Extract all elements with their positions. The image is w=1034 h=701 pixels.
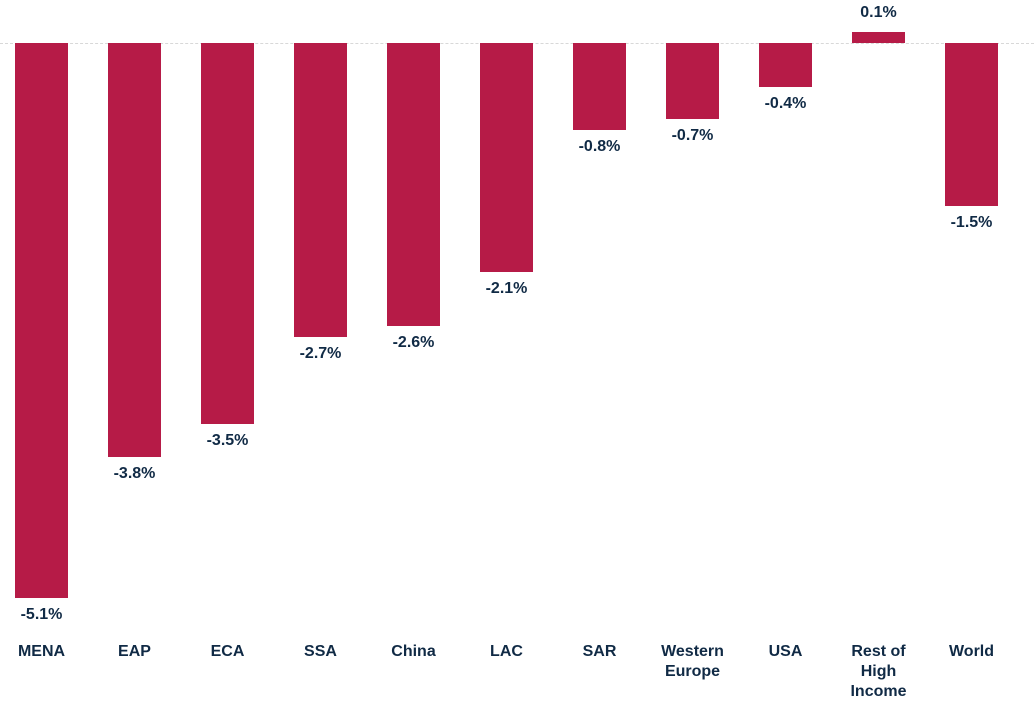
bar (666, 43, 719, 119)
category-label: ECA (181, 642, 274, 662)
category-label: SSA (274, 642, 367, 662)
value-label: -2.1% (460, 280, 553, 298)
value-label: -2.7% (274, 345, 367, 363)
bar (15, 43, 68, 598)
category-label: China (367, 642, 460, 662)
category-label: World (925, 642, 1018, 662)
category-label: Western Europe (646, 642, 739, 682)
bar (573, 43, 626, 130)
value-label: 0.1% (832, 4, 925, 22)
value-label: -2.6% (367, 334, 460, 352)
bar (201, 43, 254, 424)
value-label: -0.4% (739, 95, 832, 113)
bar (852, 32, 905, 43)
value-label: -3.8% (88, 465, 181, 483)
gdp-impact-bar-chart: -5.1% MENA -3.8% EAP -3.5% ECA -2.7% SSA -2.6% Ch… (0, 0, 1034, 701)
bar (480, 43, 533, 272)
bar (108, 43, 161, 457)
category-label: USA (739, 642, 832, 662)
value-label: -0.8% (553, 138, 646, 156)
value-label: -1.5% (925, 214, 1018, 232)
category-label: SAR (553, 642, 646, 662)
value-label: -3.5% (181, 432, 274, 450)
category-label: LAC (460, 642, 553, 662)
value-label: -5.1% (0, 606, 88, 624)
category-label: MENA (0, 642, 88, 662)
bar (759, 43, 812, 87)
bar (294, 43, 347, 337)
bar (387, 43, 440, 326)
category-label: EAP (88, 642, 181, 662)
bar (945, 43, 998, 206)
category-label: Rest of High Income Countries (832, 642, 925, 701)
value-label: -0.7% (646, 127, 739, 145)
